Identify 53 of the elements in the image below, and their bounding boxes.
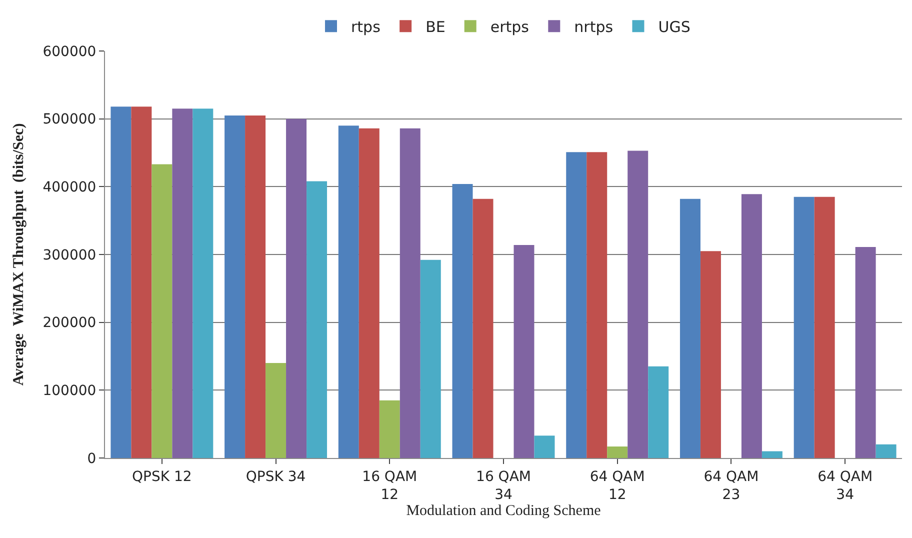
bar bbox=[400, 128, 420, 458]
legend-label: BE bbox=[426, 18, 446, 36]
bar bbox=[628, 150, 648, 458]
bar bbox=[338, 126, 359, 458]
y-tick-label: 100000 bbox=[42, 383, 96, 400]
y-tick-label: 200000 bbox=[42, 315, 96, 332]
bar bbox=[607, 446, 628, 458]
bar bbox=[648, 366, 669, 458]
legend-label: rtps bbox=[351, 18, 381, 36]
bar bbox=[534, 436, 555, 458]
x-tick-label: 16 QAM 12 bbox=[362, 468, 418, 503]
y-tick-label: 300000 bbox=[42, 247, 96, 264]
bar bbox=[358, 128, 380, 458]
y-tick-label: 400000 bbox=[42, 180, 96, 196]
y-tick-label: 0 bbox=[87, 450, 96, 467]
x-tick-label: 64 QAM 12 bbox=[590, 468, 645, 503]
legend-label: UGS bbox=[658, 18, 690, 36]
bar bbox=[472, 198, 494, 458]
bar bbox=[876, 444, 896, 458]
bar bbox=[514, 245, 534, 458]
bar bbox=[680, 198, 700, 458]
bar bbox=[306, 181, 328, 458]
x-axis-title: Modulation and Coding Scheme bbox=[406, 503, 602, 519]
bar bbox=[379, 400, 400, 458]
bar bbox=[152, 164, 172, 458]
bar bbox=[245, 115, 266, 458]
x-tick-label: QPSK 34 bbox=[246, 468, 306, 485]
bar bbox=[452, 184, 473, 458]
bar bbox=[794, 196, 814, 458]
bar bbox=[131, 106, 152, 458]
bar bbox=[855, 247, 876, 458]
x-tick-label: 64 QAM 23 bbox=[704, 468, 759, 503]
bar bbox=[266, 363, 286, 458]
y-tick-label: 500000 bbox=[42, 112, 96, 128]
bar bbox=[172, 108, 193, 458]
bar bbox=[741, 194, 762, 458]
x-tick-label: QPSK 12 bbox=[132, 468, 192, 485]
bar bbox=[192, 108, 214, 458]
bar bbox=[110, 106, 132, 458]
x-tick-label: 64 QAM 34 bbox=[818, 468, 873, 503]
x-tick-label: 16 QAM 34 bbox=[476, 468, 531, 503]
bar bbox=[286, 118, 307, 458]
bar bbox=[762, 451, 782, 458]
bar bbox=[814, 196, 835, 458]
legend-label: nrtps bbox=[574, 18, 614, 36]
y-axis-title: Average WiMAX Throughput (bits/Sec) bbox=[10, 123, 27, 386]
bar bbox=[700, 251, 721, 458]
y-tick-label: 600000 bbox=[42, 44, 96, 60]
bar bbox=[586, 152, 608, 458]
bar bbox=[566, 152, 587, 458]
bar bbox=[420, 260, 441, 458]
legend-label: ertps bbox=[490, 18, 530, 36]
bar bbox=[224, 115, 246, 458]
